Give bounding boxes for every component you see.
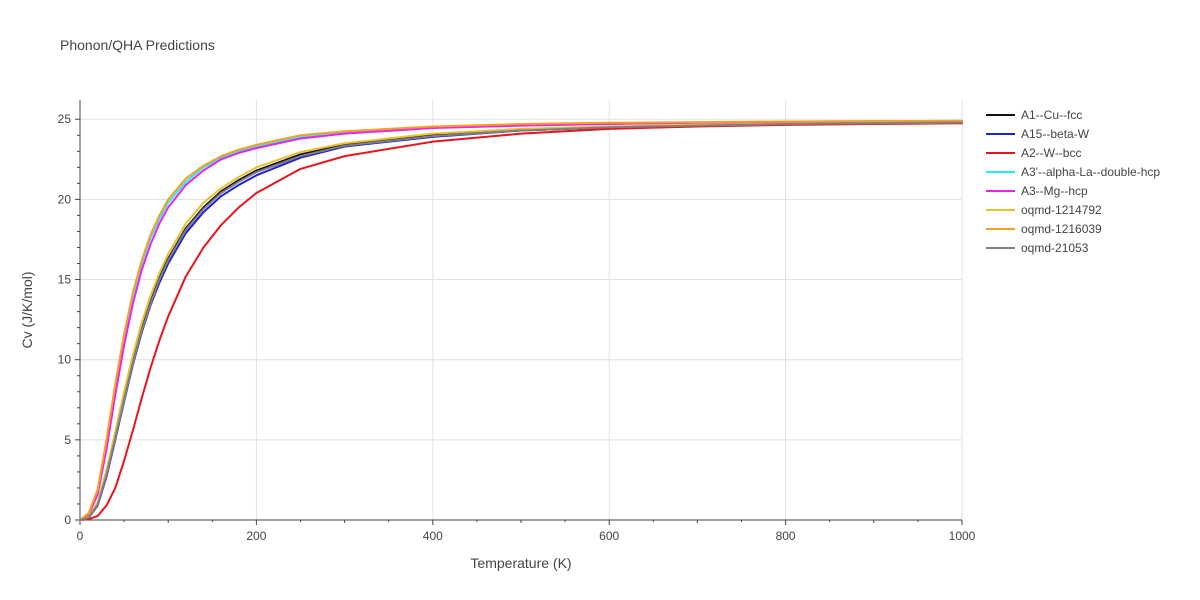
x-tick-label: 200	[246, 529, 266, 543]
legend-label: A3'--alpha-La--double-hcp	[1021, 165, 1160, 179]
chart-title: Phonon/QHA Predictions	[60, 37, 215, 53]
legend-label: oqmd-1216039	[1021, 222, 1102, 236]
legend: A1--Cu--fcc A15--beta-W A2--W--bcc A3'--alp…	[986, 108, 1160, 255]
legend-label: A2--W--bcc	[1021, 146, 1081, 160]
grid-lines	[80, 100, 963, 520]
y-tick-label: 15	[58, 273, 72, 287]
x-tick-label: 600	[599, 529, 619, 543]
x-tick-label: 0	[77, 529, 84, 543]
legend-label: A3--Mg--hcp	[1021, 184, 1088, 198]
series-line-4	[79, 119, 963, 521]
y-tick-labels: 0 5 10 15 20 25	[58, 112, 80, 527]
series-line-2	[79, 121, 963, 521]
series-line-3	[79, 122, 963, 521]
y-tick-label: 10	[58, 353, 72, 367]
legend-label: A15--beta-W	[1021, 127, 1090, 141]
y-axis-title: Cv (J/K/mol)	[19, 272, 35, 349]
legend-label: oqmd-21053	[1021, 241, 1089, 255]
legend-label: oqmd-1214792	[1021, 203, 1102, 217]
series-line-6	[79, 121, 963, 521]
y-tick-label: 25	[58, 112, 72, 126]
x-tick-label: 1000	[949, 529, 976, 543]
y-tick-label: 20	[58, 192, 72, 206]
legend-label: A1--Cu--fcc	[1021, 108, 1082, 122]
x-tick-labels: 0 200 400 600 800 1000	[77, 520, 976, 543]
x-tick-label: 400	[423, 529, 443, 543]
x-axis-title: Temperature (K)	[470, 555, 571, 571]
y-tick-label: 5	[64, 433, 71, 447]
plot-area	[79, 119, 963, 521]
series-line-5	[79, 120, 963, 521]
series-line-7	[79, 119, 963, 521]
y-tick-label: 0	[64, 513, 71, 527]
series-line-1	[79, 121, 963, 521]
x-tick-label: 800	[776, 529, 796, 543]
series-line-8	[79, 121, 963, 521]
